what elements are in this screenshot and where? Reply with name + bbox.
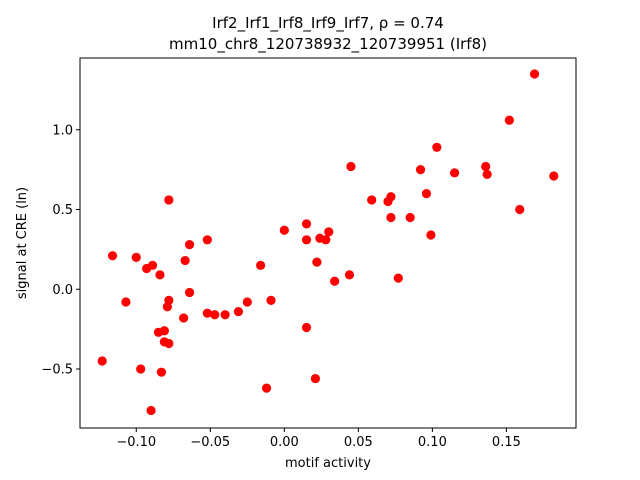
data-point [367,195,377,205]
y-tick-label: 0.0 [52,283,73,298]
x-axis-label: motif activity [285,456,371,471]
data-point [155,270,165,280]
data-point [529,69,540,79]
data-point [386,212,396,223]
data-point [136,364,146,374]
data-point [233,306,244,317]
data-point [405,212,415,223]
data-point [312,257,322,267]
data-point [432,142,442,152]
data-point [220,310,230,320]
data-point [315,233,325,243]
y-axis-ticks: −0.5 0.0 0.5 1.0 [41,123,80,377]
data-point [142,263,152,274]
data-point [549,171,559,181]
data-point [156,367,167,377]
y-axis-label: signal at CRE (ln) [15,187,30,299]
chart-title-line1: Irf2_Irf1_Irf8_Irf9_Irf7, ρ = 0.74 [212,14,444,33]
data-point [301,235,312,245]
data-point [346,161,356,172]
data-point [184,287,195,298]
data-point [383,196,393,207]
data-point [421,188,432,199]
data-point [162,302,172,312]
x-axis-ticks: −0.10 −0.05 0.00 0.05 0.10 0.15 [116,428,521,450]
data-point [415,165,426,175]
plot-frame [79,57,577,429]
data-point [164,195,174,205]
data-point [449,168,460,178]
data-point [256,260,266,270]
x-tick-label: 0.05 [344,435,373,450]
data-point [504,115,514,125]
x-tick-label: 0.15 [492,435,521,450]
data-point [310,373,321,384]
data-point [153,327,164,337]
y-tick-label: 1.0 [52,123,73,138]
data-point [426,230,436,240]
data-point [266,295,276,306]
data-point [202,308,212,318]
data-point [481,161,491,172]
data-point [180,255,190,266]
data-point [261,383,272,393]
chart-title-line2: mm10_chr8_120738932_120739951 (Irf8) [169,35,487,54]
data-point [146,405,156,416]
data-point [179,313,189,323]
data-points [97,69,559,416]
data-point [131,252,141,262]
y-tick-label: 0.5 [52,203,73,218]
data-point [97,356,107,366]
data-point [202,235,212,245]
x-tick-label: −0.05 [190,435,230,450]
y-tick-label: −0.5 [41,362,73,377]
data-point [279,225,289,235]
data-point [107,251,118,261]
data-point [330,276,340,286]
data-point [242,297,252,307]
data-point [159,337,169,347]
x-tick-label: 0.10 [418,435,447,450]
data-point [301,219,312,229]
data-point [515,204,525,215]
data-point [210,310,220,320]
data-point [482,169,492,180]
data-point [184,239,195,250]
data-point [324,227,334,237]
x-tick-label: −0.10 [116,435,156,450]
x-tick-label: 0.00 [270,435,299,450]
data-point [301,322,312,333]
data-point [121,297,131,307]
data-point [344,270,355,280]
data-point [393,273,403,283]
